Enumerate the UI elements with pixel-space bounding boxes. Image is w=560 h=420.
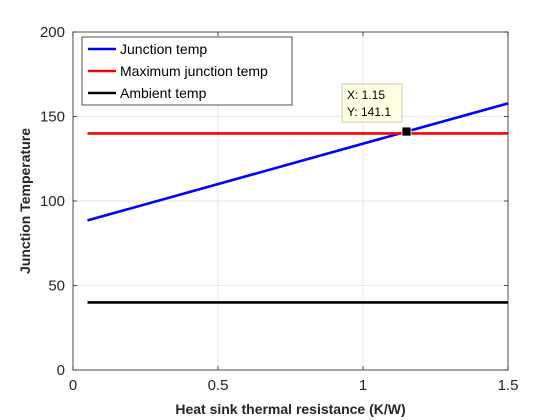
datatip-x-text: X: 1.15 [347, 88, 385, 102]
tick-labels: 0 0.5 1 1.5 0 50 100 150 200 [40, 24, 518, 394]
y-axis-title: Junction Temperature [17, 128, 33, 274]
x-tick-label: 1.5 [498, 377, 519, 394]
y-tick-label: 50 [48, 278, 65, 295]
legend-box [81, 36, 293, 106]
x-tick-label: 1 [359, 377, 367, 394]
x-axis-title: Heat sink thermal resistance (K/W) [175, 401, 405, 417]
datatip[interactable]: X: 1.15 Y: 141.1 [341, 83, 412, 137]
x-tick-label: 0 [69, 377, 77, 394]
series-line [87, 102, 509, 222]
x-tick-label: 0.5 [208, 377, 229, 394]
series-layer [87, 102, 509, 304]
datatip-box [341, 83, 403, 123]
legend-entry-label: Junction temp [120, 41, 207, 57]
y-tick-label: 100 [40, 193, 65, 210]
y-tick-label: 200 [40, 24, 65, 41]
axis-ticks [72, 31, 509, 371]
datatip-y-text: Y: 141.1 [347, 105, 391, 119]
legend-entry-label: Ambient temp [120, 85, 207, 101]
y-tick-label: 0 [57, 362, 65, 379]
datatip-marker[interactable] [401, 126, 412, 137]
y-tick-label: 150 [40, 109, 65, 126]
legend-entry-label: Maximum junction temp [120, 63, 268, 79]
legend[interactable]: Junction temp Maximum junction temp Ambien… [81, 36, 293, 106]
